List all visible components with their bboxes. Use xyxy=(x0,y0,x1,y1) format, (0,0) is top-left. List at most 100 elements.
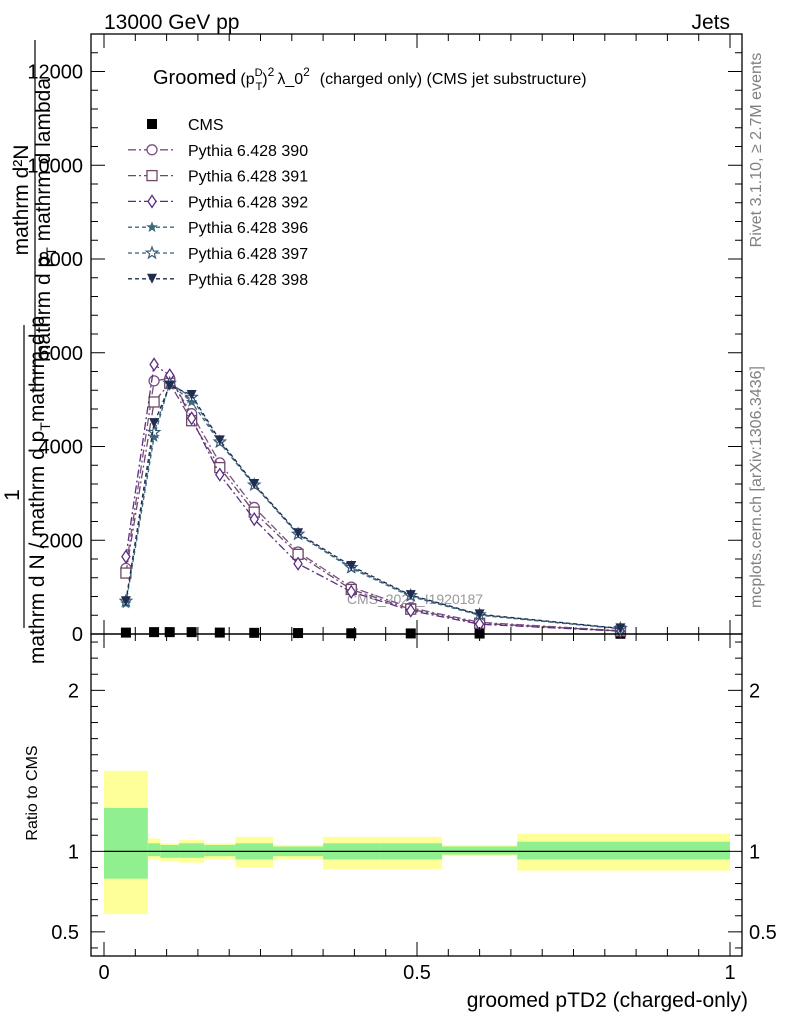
ratio-inner-band-0 xyxy=(104,807,148,879)
series-4-point-1 xyxy=(148,431,160,442)
series-0 xyxy=(120,627,626,639)
title-p: (p xyxy=(240,71,254,88)
y-label-den-top-main: mathrm d p xyxy=(32,256,55,362)
legend-marker-2 xyxy=(146,169,158,182)
series-2-point-1 xyxy=(148,396,160,408)
ratio-y-tick-label-right-0: 0.5 xyxy=(749,922,777,944)
series-6-point-10 xyxy=(615,623,626,634)
x-tick-label-1: 0.5 xyxy=(403,962,431,984)
series-0-point-1 xyxy=(149,627,160,638)
series-6-point-5 xyxy=(249,479,260,489)
series-0-point-7 xyxy=(346,628,357,639)
y-label-num-top: mathrm d²N xyxy=(10,145,33,256)
legend-label-3: Pythia 6.428 392 xyxy=(188,194,308,211)
legend-label-6: Pythia 6.428 398 xyxy=(188,272,308,289)
title-sup-d: D xyxy=(255,67,263,79)
legend-marker-4 xyxy=(146,221,158,233)
legend-marker-3 xyxy=(147,194,157,209)
series-6-point-3 xyxy=(186,389,197,400)
x-tick-label-2: 1 xyxy=(724,962,735,984)
legend-label-5: Pythia 6.428 397 xyxy=(188,246,308,263)
ratio-plot-frame xyxy=(90,633,743,957)
series-2 xyxy=(120,377,627,637)
ratio-y-tick-label-right-2: 2 xyxy=(749,680,760,702)
y-label-den-top-rest: mathrm d lambda xyxy=(32,78,55,248)
title-rest: (charged only) (CMS jet substructure) xyxy=(320,71,587,88)
jets-label: Jets xyxy=(691,11,730,34)
series-6-point-2 xyxy=(164,380,175,391)
series-3-point-0 xyxy=(121,549,131,564)
ratio-inner-band-1 xyxy=(147,843,161,857)
y-tick-label-3: 6000 xyxy=(39,343,84,365)
title-main: Groomed xyxy=(153,67,236,89)
y-label-den-bottom-rest: mathrm d p xyxy=(26,316,49,422)
ratio-y-tick-label-1: 1 xyxy=(68,841,79,863)
series-1-point-1 xyxy=(148,375,160,387)
title-sub-t: T xyxy=(256,81,263,93)
legend-marker-1 xyxy=(146,144,158,156)
series-3 xyxy=(121,357,626,639)
series-0-point-2 xyxy=(164,627,175,638)
series-0-point-0 xyxy=(120,627,131,638)
y-label-den-bottom: mathrm d N / mathrm d pTmathrm d p xyxy=(26,316,53,664)
series-3-point-4 xyxy=(215,467,225,482)
series-6-point-7 xyxy=(346,561,357,572)
series-6-point-8 xyxy=(405,590,416,601)
ratio-y-tick-label-2: 2 xyxy=(68,680,79,702)
x-tick-label-0: 0 xyxy=(98,962,109,984)
analysis-watermark: CMS_2021_I1920187 xyxy=(347,591,483,607)
ratio-y-axis-label: Ratio to CMS xyxy=(24,745,41,840)
series-4-point-3 xyxy=(185,396,198,407)
legend-label-1: Pythia 6.428 390 xyxy=(188,143,308,160)
collision-label: 13000 GeV pp xyxy=(104,11,239,34)
legend-label-4: Pythia 6.428 396 xyxy=(188,220,308,237)
ratio-y-tick-label-right-1: 1 xyxy=(749,841,760,863)
y-axis-label: mathrm d²N mathrm d pT mathrm d lambda 1… xyxy=(1,40,59,664)
tick-labels: 0 0.5 1 0 2000 4000 6000 8000 10000 12000 0.5 0.5 1 1… xyxy=(27,62,776,985)
series-0-point-6 xyxy=(293,628,304,639)
series-3-point-6 xyxy=(293,556,303,571)
legend-label-2: Pythia 6.428 391 xyxy=(188,169,308,186)
y-label-den-bottom-sub: T xyxy=(37,422,53,431)
series-3-point-7 xyxy=(346,584,357,599)
series-3-point-3 xyxy=(186,411,197,426)
series-6-point-4 xyxy=(214,435,225,446)
legend-label-0: CMS xyxy=(188,117,224,134)
y-tick-label-4: 8000 xyxy=(39,249,84,271)
legend-marker-5 xyxy=(144,245,160,260)
series-0-point-4 xyxy=(214,627,225,638)
series-3-point-8 xyxy=(405,603,416,618)
series-6-point-6 xyxy=(293,528,304,539)
series-3-point-5 xyxy=(249,511,260,527)
y-tick-label-2: 4000 xyxy=(39,437,84,459)
y-label-one: 1 xyxy=(1,489,24,501)
y-tick-label-6: 12000 xyxy=(27,62,83,84)
ratio-inner-band-4 xyxy=(204,844,236,857)
ratio-inner-band-3 xyxy=(179,843,205,858)
y-label-den-top: mathrm d pT mathrm d lambda xyxy=(32,78,59,362)
series-6-point-0 xyxy=(120,596,131,607)
y-label-den-bottom-main: mathrm d N / mathrm d p xyxy=(26,431,49,664)
y-label-den-top-sub: T xyxy=(43,247,59,256)
legend-marker-6 xyxy=(147,273,157,284)
axes xyxy=(90,33,743,957)
series-5-point-1 xyxy=(146,424,162,439)
rivet-version-label: Rivet 3.1.10, ≥ 2.7M events xyxy=(748,53,765,248)
y-tick-label-0: 0 xyxy=(72,624,83,646)
chart-title: Groomed (pD T)2 λ_02 (charged only) (CMS jet… xyxy=(153,65,587,93)
series-3-point-1 xyxy=(149,357,159,372)
y-tick-label-1: 2000 xyxy=(39,530,84,552)
x-axis-label: groomed pTD2 (charged-only) xyxy=(467,989,748,1012)
mcplots-label: mcplots.cern.ch [arXiv:1306.3436] xyxy=(748,366,765,608)
series-6-point-1 xyxy=(149,418,160,429)
legend: CMS Pythia 6.428 390 Pythia 6.428 391 Pythi… xyxy=(128,117,308,289)
title-lambda: λ_0 xyxy=(277,71,303,88)
series-0-point-3 xyxy=(186,627,197,638)
main-plot-series xyxy=(118,357,628,639)
legend-marker-0 xyxy=(147,119,157,129)
series-6-point-9 xyxy=(474,609,485,620)
series-6 xyxy=(120,380,626,634)
title-sup-2: 2 xyxy=(268,65,275,79)
ratio-inner-band-10 xyxy=(517,841,730,860)
